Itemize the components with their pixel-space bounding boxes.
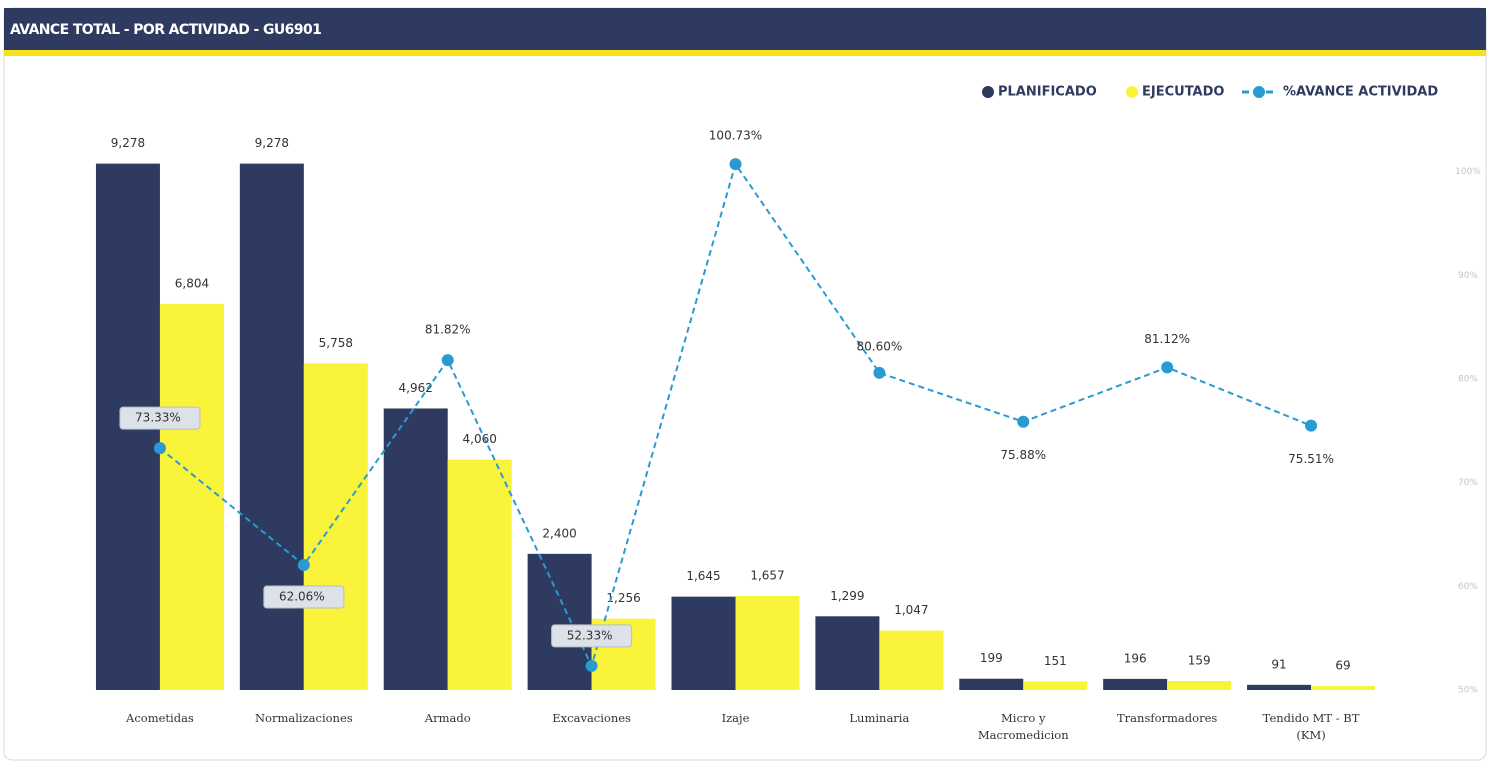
line-label: 81.12% [1144,332,1190,346]
label-box [551,624,633,648]
line-point [873,366,886,379]
data-label: 6,804 [175,276,209,290]
bar [303,363,368,690]
data-label: 199 [980,651,1003,665]
data-label: 1,256 [606,591,640,605]
x-tick-label: Armado [424,711,471,725]
bar [1023,681,1088,690]
line-label: 100.73% [709,129,762,143]
x-tick-label: Tendido MT - BT (KM) [1262,711,1360,742]
data-label: 1,299 [830,589,864,603]
data-label: 1,645 [686,569,720,583]
bar [671,596,736,690]
bar [815,616,880,690]
data-label: 151 [1044,654,1067,668]
y2-tick-label: 80% [1458,375,1478,385]
y2-tick-label: 70% [1458,478,1478,488]
line-point [585,659,598,672]
line-label: 75.51% [1288,452,1334,466]
line-point [153,442,166,455]
x-tick-label: Excavaciones [552,711,631,725]
data-label: 159 [1188,653,1211,667]
data-label: 4,962 [399,381,433,395]
data-label: 2,400 [542,526,576,540]
header-accent [4,50,1486,56]
y2-tick-label: 60% [1458,582,1478,592]
data-label: 1,657 [750,568,784,582]
label-box [263,585,345,609]
data-label: 9,278 [111,136,145,150]
line-label: 52.33% [567,628,613,642]
data-label: 4,060 [463,432,497,446]
line-point [1017,415,1030,428]
legend-marker [1126,86,1138,98]
legend-label: PLANIFICADO [998,85,1097,100]
legend-label: %AVANCE ACTIVIDAD [1283,85,1438,100]
chart-title: AVANCE TOTAL - POR ACTIVIDAD - GU6901 [10,22,321,38]
legend-marker [1253,86,1265,98]
line-label: 80.60% [857,339,903,353]
bar [959,678,1024,690]
bar [383,408,448,690]
y2-tick-label: 100% [1455,167,1481,177]
bar [1311,686,1376,690]
x-tick-label: Acometidas [126,711,194,725]
bar [1167,680,1232,690]
bar [1103,678,1168,690]
legend-label: EJECUTADO [1142,85,1224,100]
x-tick-label: Normalizaciones [254,711,353,725]
x-tick-label: Micro y Macromedicion [977,711,1069,742]
x-tick-label: Izaje [721,711,750,725]
line-point [1305,419,1318,432]
bar [1247,684,1312,690]
data-label: 9,278 [255,136,289,150]
data-label: 1,047 [894,603,928,617]
bar [159,303,224,690]
y2-tick-label: 90% [1458,271,1478,281]
y2-tick-label: 50% [1458,686,1478,696]
bar [239,163,304,690]
bar [447,459,512,690]
data-label: 91 [1271,657,1286,671]
data-label: 69 [1335,659,1350,673]
line-label: 75.88% [1000,448,1046,462]
line-point [441,354,454,367]
line-point [297,558,310,571]
legend-marker [982,86,994,98]
data-label: 196 [1124,651,1147,665]
bar [879,630,944,690]
header-bar [4,8,1486,52]
label-box [119,406,201,430]
data-label: 5,758 [319,336,353,350]
line-label: 73.33% [135,411,181,425]
x-tick-label: Transformadores [1117,711,1218,725]
bar [735,595,800,690]
line-label: 81.82% [425,323,471,337]
x-tick-label: Luminaria [849,711,910,725]
line-point [729,158,742,171]
line-point [1161,361,1174,374]
bar [527,553,592,690]
line-label: 62.06% [279,589,325,603]
